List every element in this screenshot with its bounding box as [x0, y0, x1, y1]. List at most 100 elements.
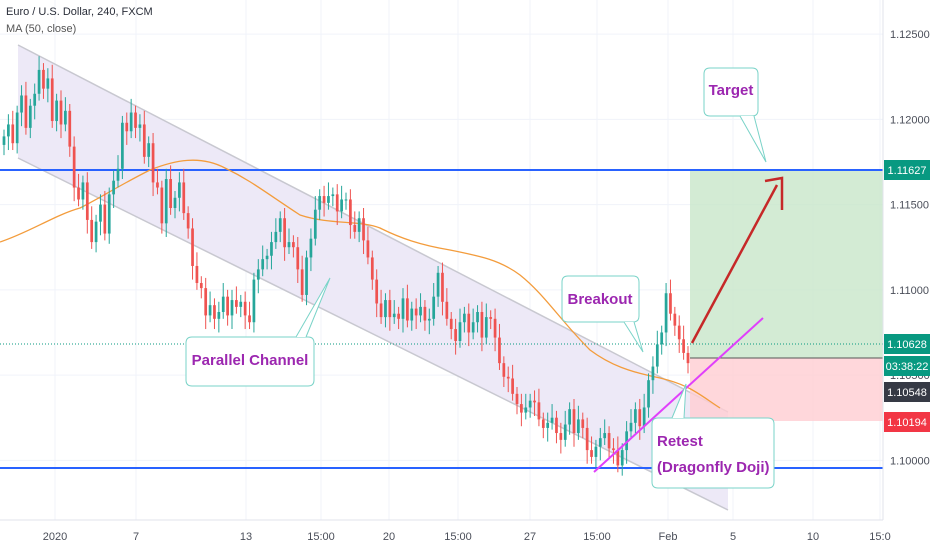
bearish-candle[interactable] [559, 433, 563, 440]
bullish-candle[interactable] [265, 255, 269, 260]
bearish-candle[interactable] [388, 300, 392, 318]
bearish-candle[interactable] [90, 219, 94, 243]
bullish-candle[interactable] [476, 312, 479, 323]
bearish-candle[interactable] [77, 187, 80, 200]
bearish-candle[interactable] [134, 112, 137, 128]
bearish-candle[interactable] [204, 288, 208, 316]
bearish-candle[interactable] [555, 417, 558, 434]
bullish-candle[interactable] [7, 124, 10, 137]
bearish-candle[interactable] [11, 124, 15, 144]
bullish-candle[interactable] [313, 209, 317, 239]
channel-upper-line[interactable] [17, 44, 729, 413]
bullish-candle[interactable] [484, 317, 488, 338]
bullish-candle[interactable] [217, 312, 221, 319]
bullish-candle[interactable] [112, 180, 115, 195]
bearish-candle[interactable] [151, 143, 155, 183]
bearish-candle[interactable] [353, 225, 357, 232]
bullish-candle[interactable] [327, 196, 330, 203]
bearish-candle[interactable] [191, 228, 194, 266]
bearish-candle[interactable] [515, 393, 519, 405]
bullish-candle[interactable] [344, 199, 348, 201]
moving-average-line[interactable] [0, 159, 721, 409]
bearish-candle[interactable] [414, 308, 418, 316]
bearish-candle[interactable] [489, 317, 493, 319]
bullish-candle[interactable] [274, 231, 278, 243]
bearish-candle[interactable] [160, 187, 164, 224]
bearish-candle[interactable] [590, 450, 593, 457]
bullish-candle[interactable] [629, 422, 633, 432]
bearish-candle[interactable] [511, 378, 514, 394]
bullish-candle[interactable] [261, 259, 265, 270]
bearish-candle[interactable] [292, 242, 295, 248]
bearish-candle[interactable] [441, 272, 444, 302]
bearish-candle[interactable] [50, 78, 54, 122]
bullish-candle[interactable] [620, 450, 624, 466]
bullish-candle[interactable] [568, 409, 571, 425]
bullish-candle[interactable] [660, 332, 664, 345]
bearish-candle[interactable] [362, 218, 365, 241]
stop-zone[interactable] [690, 358, 883, 421]
bullish-candle[interactable] [664, 293, 668, 333]
bullish-candle[interactable] [340, 199, 343, 212]
time-axis[interactable] [0, 520, 932, 550]
bullish-candle[interactable] [64, 110, 67, 125]
bullish-candle[interactable] [427, 318, 431, 321]
bullish-candle[interactable] [401, 298, 405, 319]
bearish-candle[interactable] [572, 409, 576, 434]
bearish-candle[interactable] [581, 419, 585, 428]
bullish-candle[interactable] [357, 218, 361, 232]
bullish-candle[interactable] [173, 197, 177, 208]
bearish-candle[interactable] [533, 400, 536, 403]
bullish-candle[interactable] [647, 380, 650, 408]
bearish-candle[interactable] [607, 433, 611, 449]
bearish-candle[interactable] [370, 257, 374, 280]
bullish-candle[interactable] [524, 407, 528, 413]
bullish-candle[interactable] [33, 93, 37, 106]
bearish-candle[interactable] [506, 376, 510, 379]
bearish-candle[interactable] [616, 450, 620, 466]
bullish-candle[interactable] [278, 218, 282, 232]
bullish-candle[interactable] [458, 322, 462, 341]
bullish-candle[interactable] [256, 269, 260, 280]
bullish-candle[interactable] [37, 69, 41, 94]
bearish-candle[interactable] [335, 194, 339, 212]
price-axis[interactable] [883, 0, 932, 520]
bullish-candle[interactable] [55, 100, 58, 122]
bearish-candle[interactable] [300, 269, 304, 295]
bullish-candle[interactable] [419, 306, 422, 316]
bearish-candle[interactable] [235, 300, 238, 307]
bearish-candle[interactable] [669, 293, 672, 314]
bearish-candle[interactable] [445, 301, 449, 319]
bearish-candle[interactable] [68, 110, 72, 147]
bearish-candle[interactable] [498, 337, 501, 364]
target-arrow[interactable] [690, 184, 779, 344]
bearish-candle[interactable] [156, 182, 159, 188]
bearish-candle[interactable] [125, 122, 129, 132]
bearish-candle[interactable] [182, 182, 186, 214]
bullish-candle[interactable] [121, 122, 124, 169]
bullish-candle[interactable] [230, 300, 234, 316]
bearish-candle[interactable] [72, 146, 76, 188]
bullish-candle[interactable] [528, 400, 532, 408]
bullish-candle[interactable] [471, 322, 475, 333]
bullish-candle[interactable] [655, 344, 659, 367]
bullish-candle[interactable] [603, 433, 607, 439]
bearish-candle[interactable] [103, 204, 107, 234]
bullish-candle[interactable] [252, 279, 256, 323]
bullish-candle[interactable] [305, 257, 308, 295]
bullish-candle[interactable] [642, 407, 646, 427]
bullish-candle[interactable] [15, 112, 19, 144]
bullish-candle[interactable] [208, 305, 212, 316]
channel-lower-line[interactable] [17, 157, 729, 511]
retest-trendline[interactable] [593, 317, 764, 473]
bullish-candle[interactable] [634, 409, 637, 423]
bearish-candle[interactable] [85, 182, 89, 220]
bearish-candle[interactable] [186, 213, 190, 229]
bearish-candle[interactable] [502, 363, 506, 377]
bearish-candle[interactable] [541, 419, 545, 428]
bullish-candle[interactable] [147, 143, 151, 157]
bullish-candle[interactable] [651, 366, 655, 381]
bullish-candle[interactable] [392, 313, 396, 318]
bullish-candle[interactable] [107, 194, 111, 234]
bearish-candle[interactable] [493, 318, 497, 338]
